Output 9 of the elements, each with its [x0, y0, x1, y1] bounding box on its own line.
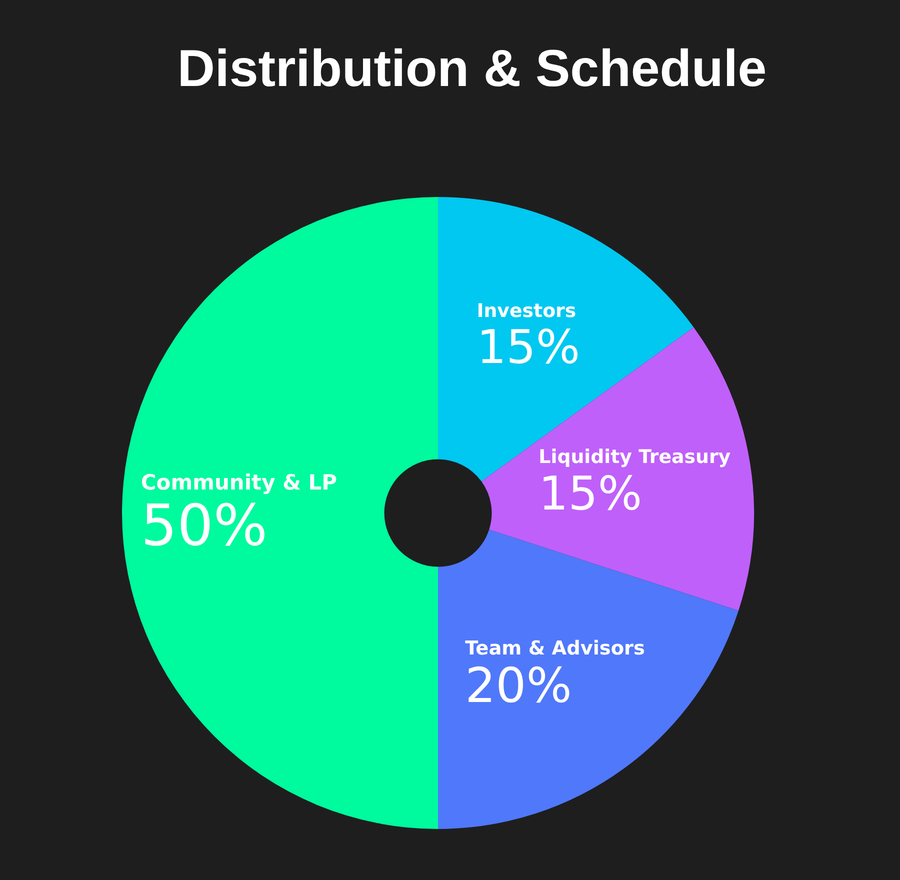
slice-label: Team & Advisors	[465, 636, 645, 660]
slice-label: Community & LP	[140, 470, 337, 494]
slice-label: Liquidity Treasury	[538, 446, 731, 468]
data-label: 15%	[538, 466, 642, 520]
chart-title: Distribution & Schedule	[176, 39, 768, 100]
slice-label: Investors	[476, 300, 576, 322]
data-label: 15%	[476, 320, 580, 374]
data-label: 50%	[140, 493, 268, 560]
data-label: 20%	[465, 658, 572, 714]
